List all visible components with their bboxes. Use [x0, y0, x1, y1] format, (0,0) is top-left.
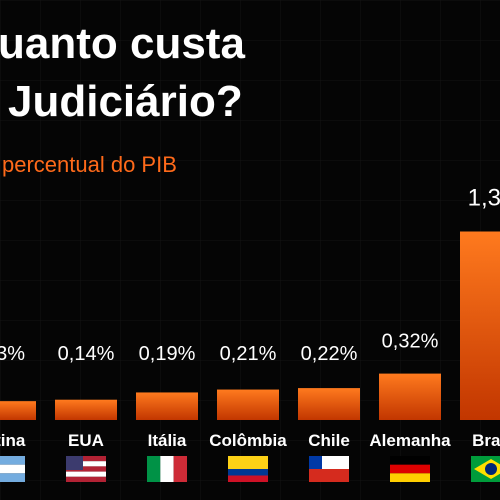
flag-stripe — [0, 464, 25, 474]
flag-stripe — [228, 456, 268, 463]
bar — [298, 388, 360, 420]
title-line: Judiciário? — [8, 77, 243, 126]
flag-stripe — [228, 469, 268, 476]
bar — [217, 389, 279, 420]
title-line: uanto custa — [0, 19, 245, 68]
flag-stripe — [309, 469, 349, 482]
value-label: 0,21% — [220, 343, 277, 365]
category-label: Colômbia — [209, 431, 287, 450]
value-label: 0,32% — [382, 331, 439, 353]
flag-stripe — [160, 456, 174, 482]
bar — [0, 401, 36, 420]
flag-canton — [66, 456, 83, 470]
flag-stripe — [390, 464, 430, 474]
bar — [460, 231, 500, 420]
category-label: Chile — [308, 431, 350, 450]
value-label: 13% — [0, 343, 25, 365]
flag-canton — [309, 456, 322, 469]
flag-stripe — [66, 476, 106, 482]
flag-stripe — [147, 456, 161, 482]
flag-stripe — [0, 473, 25, 482]
flag-stripe — [228, 462, 268, 469]
flag-stripe — [66, 461, 106, 467]
category-label: EUA — [68, 431, 104, 450]
value-label: 1,30 — [468, 185, 500, 212]
value-label: 0,14% — [58, 343, 115, 365]
flag-stripe — [0, 456, 25, 465]
flag-stripe — [390, 456, 430, 465]
flag-stripe — [66, 456, 106, 462]
category-label: Itália — [148, 431, 187, 450]
subtitle: percentual do PIB — [2, 152, 177, 177]
flag-stripe — [228, 475, 268, 482]
flag-stripe — [173, 456, 187, 482]
flag-globe — [485, 463, 497, 475]
flag-stripe — [66, 466, 106, 472]
bar — [55, 399, 117, 420]
bar — [379, 373, 441, 420]
category-label: Bras — [472, 431, 500, 450]
bar — [136, 392, 198, 420]
value-label: 0,19% — [139, 343, 196, 365]
flag-stripe — [390, 473, 430, 482]
value-label: 0,22% — [301, 343, 358, 365]
category-label: ntina — [0, 431, 26, 450]
flag-stripe — [66, 471, 106, 477]
category-label: Alemanha — [369, 431, 451, 450]
